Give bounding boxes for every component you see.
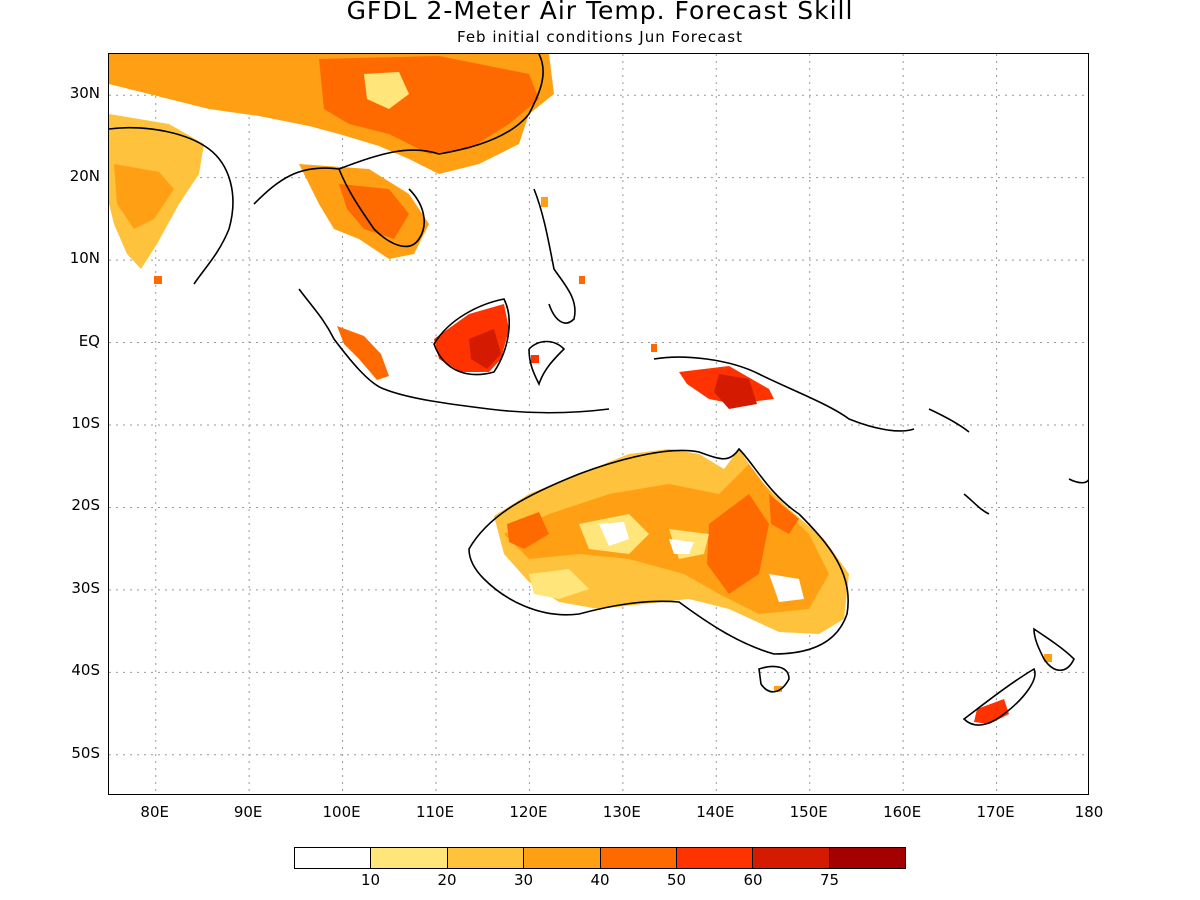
colorbar-swatch — [829, 848, 905, 868]
colorbar-label: 20 — [437, 871, 457, 889]
longitude-tick-label: 140E — [696, 803, 735, 821]
latitude-tick-label: 10S — [71, 414, 100, 432]
skill-region-new-guinea-high — [714, 374, 757, 409]
colorbar — [294, 847, 906, 869]
colorbar-label: 10 — [360, 871, 381, 889]
coastlines — [109, 54, 1088, 726]
map-canvas — [109, 54, 1088, 794]
longitude-tick-label: 90E — [233, 803, 263, 821]
latitude-tick-label: 30N — [69, 84, 100, 103]
coastline-borneo — [433, 298, 510, 376]
colorbar-swatch — [371, 848, 448, 868]
skill-cell — [531, 355, 539, 363]
longitude-tick-label: 170E — [976, 803, 1015, 821]
colorbar-label: 50 — [666, 871, 687, 889]
skill-region-indochina-high — [339, 184, 409, 239]
skill-region-australia-light — [529, 514, 709, 599]
skill-cell — [651, 344, 657, 352]
skill-cell — [579, 276, 585, 284]
map-subtitle: Feb initial conditions Jun Forecast — [457, 28, 743, 46]
latitude-tick-label: 30S — [71, 578, 100, 597]
graticule — [109, 54, 1088, 794]
skill-cell — [541, 197, 548, 207]
coastline-asia — [109, 54, 544, 285]
longitude-tick-label: 160E — [883, 803, 922, 821]
longitude-tick-label: 130E — [602, 803, 641, 821]
coastline-new-zealand-north — [1033, 627, 1075, 672]
colorbar-swatch — [295, 848, 372, 868]
coastline-malay — [298, 288, 610, 414]
longitude-tick-label: 110E — [415, 803, 455, 821]
longitude-tick-label: 150E — [789, 803, 828, 821]
coastline-sulawesi — [528, 340, 566, 387]
map-panel — [108, 53, 1089, 795]
skill-region-new-zealand — [974, 699, 1009, 724]
latitude-tick-label: 10N — [69, 249, 100, 268]
skill-fill-layer — [109, 54, 1052, 724]
coastline-indochina — [338, 168, 425, 248]
colorbar-swatch — [524, 848, 601, 868]
colorbar-label: 30 — [513, 871, 534, 889]
coastline-philippines — [533, 188, 576, 324]
skill-region-india-mid — [114, 164, 174, 229]
longitude-tick-label: 80E — [140, 803, 169, 821]
colorbar-swatch — [447, 848, 525, 868]
colorbar-swatch — [600, 848, 677, 868]
colorbar-label: 60 — [743, 871, 763, 889]
latitude-tick-label: 20S — [71, 496, 100, 515]
colorbar-swatch — [676, 848, 754, 868]
latitude-tick-label: EQ — [78, 331, 100, 350]
colorbar-label: 75 — [819, 871, 840, 889]
skill-region-australia-white — [599, 522, 804, 602]
longitude-tick-label: 180 — [1074, 803, 1104, 821]
coastline-pacific-islands — [928, 408, 1088, 515]
skill-region-china-light — [364, 72, 409, 109]
latitude-tick-label: 20N — [69, 166, 100, 185]
coastline-australia — [468, 447, 849, 655]
map-title: GFDL 2-Meter Air Temp. Forecast Skill — [346, 0, 854, 25]
longitude-tick-label: 120E — [509, 803, 548, 821]
skill-cell — [154, 276, 162, 284]
skill-region-borneo-high — [469, 329, 501, 369]
skill-cell — [774, 686, 782, 692]
coastline-new-guinea — [653, 356, 915, 432]
skill-cell — [1044, 654, 1052, 662]
skill-region-australia-high — [507, 494, 799, 594]
latitude-tick-label: 50S — [71, 743, 100, 762]
latitude-tick-label: 40S — [71, 661, 100, 680]
longitude-tick-label: 100E — [322, 803, 361, 821]
colorbar-label: 40 — [590, 871, 610, 889]
coastline-tasmania — [758, 665, 790, 693]
coastline-new-zealand-south — [962, 667, 1036, 726]
skill-region-sumatra — [337, 326, 389, 380]
colorbar-swatch — [753, 848, 830, 868]
